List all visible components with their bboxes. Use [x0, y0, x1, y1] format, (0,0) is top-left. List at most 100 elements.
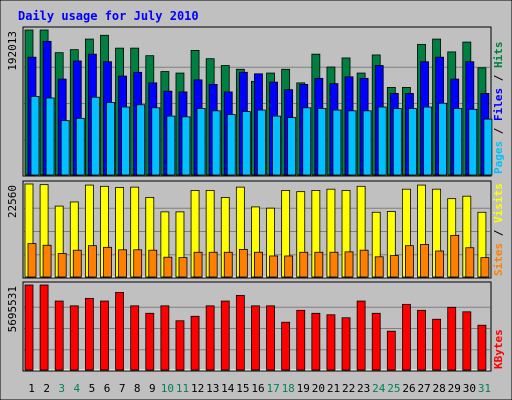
day-label-18: 18 — [282, 382, 295, 395]
day-label-23: 23 — [357, 382, 370, 395]
day-label-8: 8 — [134, 382, 141, 395]
bar-kbytes-day-8 — [130, 305, 140, 371]
bar-pages-day-6 — [106, 102, 115, 176]
bar-pages-day-8 — [136, 104, 146, 176]
bar-pages-day-14 — [226, 114, 236, 176]
bar-kbytes-day-16 — [251, 305, 260, 371]
day-label-21: 21 — [327, 382, 340, 395]
bar-pages-day-9 — [151, 107, 161, 176]
series-kbytes — [24, 284, 487, 371]
bar-sites-day-17 — [269, 255, 278, 278]
panels-layer: 192013 Pages / Files / Hits 22560 Sites / V… — [6, 26, 505, 372]
bar-kbytes-day-18 — [281, 321, 291, 371]
bar-kbytes-day-21 — [326, 314, 336, 371]
bar-sites-day-13 — [208, 251, 218, 278]
bar-pages-day-19 — [302, 107, 312, 176]
bar-kbytes-day-23 — [356, 300, 366, 371]
day-label-1: 1 — [28, 382, 35, 395]
day-label-3: 3 — [58, 382, 65, 395]
hits-panel: 192013 Pages / Files / Hits — [6, 26, 505, 177]
day-label-11: 11 — [176, 382, 189, 395]
bar-kbytes-day-10 — [160, 305, 170, 371]
bar-sites-day-28 — [435, 250, 445, 278]
bar-kbytes-day-5 — [84, 297, 94, 371]
bar-kbytes-day-25 — [386, 330, 396, 371]
bar-sites-day-23 — [359, 249, 369, 278]
series-pages — [30, 96, 493, 176]
day-label-2: 2 — [43, 382, 50, 395]
bar-pages-day-13 — [211, 110, 221, 176]
legend-sites: Sites — [492, 243, 505, 276]
bar-kbytes-day-4 — [69, 305, 79, 371]
legend-hits: Hits — [492, 42, 505, 69]
bar-pages-day-29 — [453, 108, 463, 176]
legend-kbytes: KBytes — [492, 329, 505, 369]
bar-pages-day-18 — [287, 117, 297, 176]
bar-sites-day-3 — [57, 253, 67, 278]
bar-pages-day-25 — [392, 108, 402, 176]
bar-pages-day-22 — [347, 110, 357, 176]
day-label-13: 13 — [206, 382, 219, 395]
bar-kbytes-day-19 — [296, 309, 306, 371]
bar-pages-day-3 — [60, 120, 70, 176]
axis-max-label: 5695531 — [6, 286, 19, 332]
bar-kbytes-day-9 — [145, 312, 155, 371]
bar-sites-day-22 — [344, 251, 354, 278]
bar-pages-day-1 — [30, 96, 40, 176]
bar-sites-day-21 — [329, 251, 339, 278]
bar-kbytes-day-3 — [54, 300, 64, 371]
series-sites — [27, 234, 490, 278]
bar-pages-day-7 — [121, 106, 130, 176]
bar-kbytes-day-31 — [477, 324, 487, 371]
bar-kbytes-day-1 — [24, 284, 34, 371]
bar-kbytes-day-27 — [417, 309, 426, 371]
legend-separator: / — [492, 121, 505, 141]
bar-pages-day-15 — [241, 111, 251, 176]
bar-kbytes-day-11 — [175, 320, 185, 371]
day-label-5: 5 — [89, 382, 96, 395]
kbytes-panel: 5695531 KBytes — [6, 281, 505, 372]
day-label-30: 30 — [463, 382, 476, 395]
bar-sites-day-14 — [223, 251, 233, 278]
bar-pages-day-16 — [257, 109, 266, 176]
bar-pages-day-24 — [377, 106, 387, 176]
bar-sites-day-30 — [465, 247, 475, 278]
bar-sites-day-8 — [133, 249, 143, 278]
bar-kbytes-day-17 — [266, 305, 275, 371]
day-label-16: 16 — [251, 382, 264, 395]
day-label-15: 15 — [236, 382, 249, 395]
day-label-7: 7 — [119, 382, 126, 395]
day-label-17: 17 — [266, 382, 279, 395]
bar-kbytes-day-7 — [115, 291, 124, 371]
day-label-6: 6 — [104, 382, 111, 395]
day-label-10: 10 — [161, 382, 174, 395]
chart-title: Daily usage for July 2010 — [18, 9, 199, 23]
legend-separator: / — [492, 68, 505, 88]
day-label-25: 25 — [387, 382, 400, 395]
day-labels: 1 2 3 4 5 6 7 8 9 10 11 12 13 14 15 16 17 18 19 20 21 22 23 24 2… — [28, 382, 491, 395]
bar-kbytes-day-28 — [432, 318, 442, 371]
bar-sites-day-15 — [238, 248, 248, 278]
bar-kbytes-day-22 — [341, 317, 351, 371]
day-label-26: 26 — [402, 382, 415, 395]
day-label-29: 29 — [448, 382, 461, 395]
bar-pages-day-26 — [408, 108, 417, 176]
day-label-27: 27 — [417, 382, 430, 395]
day-label-4: 4 — [74, 382, 81, 395]
bar-sites-day-10 — [163, 256, 173, 278]
bar-pages-day-30 — [468, 108, 478, 176]
bar-sites-day-1 — [27, 243, 37, 278]
day-label-20: 20 — [312, 382, 325, 395]
bar-sites-day-24 — [374, 256, 384, 278]
legend-visits: Visits — [492, 183, 505, 223]
bar-pages-day-11 — [181, 116, 191, 176]
bar-kbytes-day-24 — [371, 312, 381, 371]
bar-kbytes-day-6 — [100, 300, 109, 371]
bar-pages-day-5 — [90, 96, 100, 176]
bar-sites-day-25 — [389, 255, 399, 278]
bar-sites-day-9 — [148, 249, 158, 278]
bar-kbytes-day-26 — [402, 303, 411, 371]
legend-files: Files — [492, 88, 505, 121]
bar-pages-day-17 — [272, 115, 281, 176]
day-label-19: 19 — [297, 382, 310, 395]
